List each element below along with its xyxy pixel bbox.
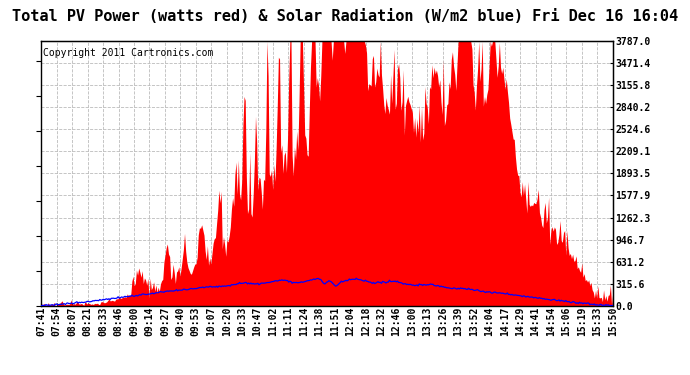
Text: Copyright 2011 Cartronics.com: Copyright 2011 Cartronics.com — [43, 48, 213, 58]
Text: Total PV Power (watts red) & Solar Radiation (W/m2 blue) Fri Dec 16 16:04: Total PV Power (watts red) & Solar Radia… — [12, 9, 678, 24]
